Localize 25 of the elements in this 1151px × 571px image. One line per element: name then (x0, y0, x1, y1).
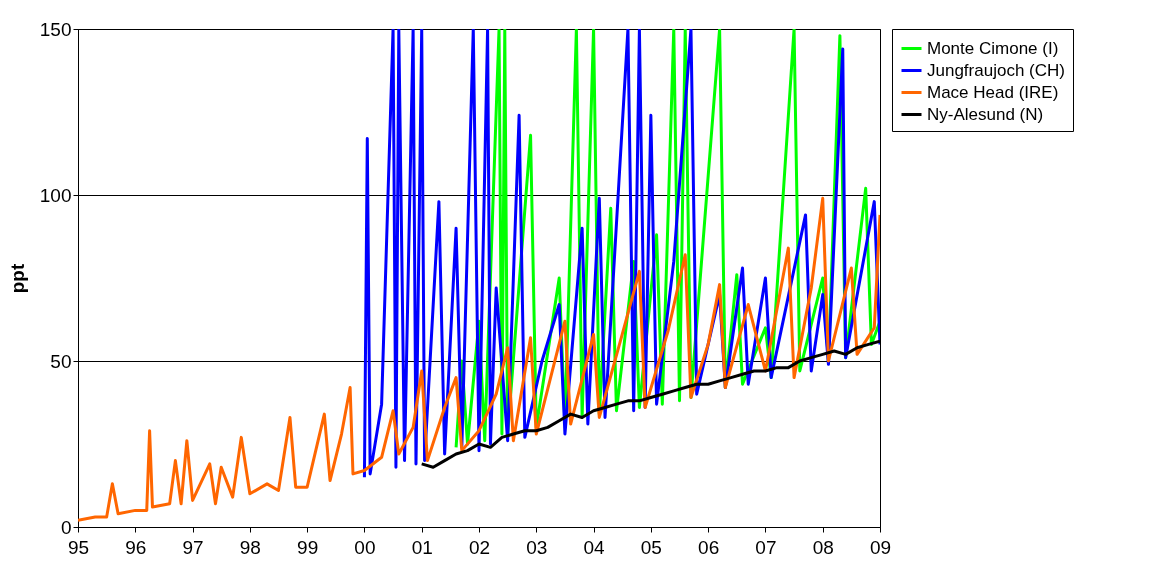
x-tick-label: 04 (583, 536, 606, 558)
y-tick-label: 50 (50, 350, 72, 372)
x-tick-label: 06 (698, 536, 720, 558)
line-series (362, 29, 880, 479)
x-tick-label: 00 (354, 536, 376, 558)
x-tick-label: 07 (755, 536, 777, 558)
x-tick-label: 02 (468, 536, 491, 558)
x-tick-label: 01 (411, 536, 433, 558)
x-tick-label: 96 (125, 536, 147, 558)
x-tick-label: 95 (67, 536, 90, 558)
y-tick-label: 0 (60, 516, 72, 538)
x-tick-label: 97 (182, 536, 204, 558)
y-axis-title: ppt (6, 263, 28, 294)
legend-label: Jungfraujoch (CH) (927, 60, 1065, 80)
x-tick-label: 98 (239, 536, 261, 558)
x-tick-label: 05 (640, 536, 662, 558)
x-tick-label: 99 (297, 536, 319, 558)
y-tick-label: 150 (39, 18, 72, 40)
legend-label: Ny-Alesund (N) (927, 104, 1044, 124)
legend-label: Monte Cimone (I) (927, 38, 1059, 58)
x-tick-label: 08 (812, 536, 834, 558)
legend-label: Mace Head (IRE) (927, 82, 1059, 102)
x-tick-label: 09 (869, 536, 892, 558)
y-tick-label: 100 (39, 184, 72, 206)
x-tick-label: 03 (526, 536, 548, 558)
